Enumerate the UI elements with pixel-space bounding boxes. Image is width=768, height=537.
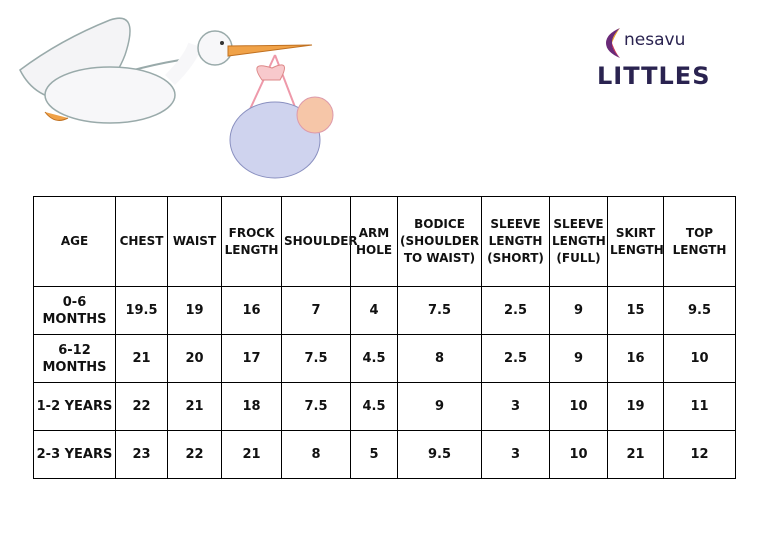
measure-cell: 7.5 xyxy=(281,334,351,383)
data-row: 1-2 YEARS 22 21 18 7.5 4.5 9 3 10 19 11 xyxy=(33,382,736,431)
measure-cell: 15 xyxy=(607,286,664,335)
size-chart-table: AGE CHEST WAIST FROCK LENGTH SHOULDER ARM HOL… xyxy=(33,196,736,479)
measure-cell: 16 xyxy=(221,286,282,335)
measure-cell: 4.5 xyxy=(350,334,398,383)
header-cell: AGE xyxy=(33,196,116,287)
measure-cell: 9 xyxy=(397,382,482,431)
header-cell: CHEST xyxy=(115,196,168,287)
header-cell: BODICE (SHOULDER TO WAIST) xyxy=(397,196,482,287)
measure-cell: 9.5 xyxy=(663,286,736,335)
header-cell: SLEEVE LENGTH (FULL) xyxy=(549,196,608,287)
measure-cell: 10 xyxy=(549,382,608,431)
header-row: AGE CHEST WAIST FROCK LENGTH SHOULDER ARM HOL… xyxy=(33,196,736,287)
measure-cell: 2.5 xyxy=(481,334,550,383)
measure-cell: 4 xyxy=(350,286,398,335)
measure-cell: 18 xyxy=(221,382,282,431)
measure-cell: 23 xyxy=(115,430,168,479)
measure-cell: 10 xyxy=(549,430,608,479)
measure-cell: 17 xyxy=(221,334,282,383)
measure-cell: 9 xyxy=(549,334,608,383)
measure-cell: 11 xyxy=(663,382,736,431)
age-cell: 1-2 YEARS xyxy=(33,382,116,431)
measure-cell: 21 xyxy=(115,334,168,383)
measure-cell: 12 xyxy=(663,430,736,479)
header-cell: SLEEVE LENGTH (SHORT) xyxy=(481,196,550,287)
measure-cell: 22 xyxy=(167,430,222,479)
measure-cell: 8 xyxy=(397,334,482,383)
age-cell: 0-6 MONTHS xyxy=(33,286,116,335)
measure-cell: 5 xyxy=(350,430,398,479)
header-cell: TOP LENGTH xyxy=(663,196,736,287)
brand-logo-mark xyxy=(606,28,620,58)
measure-cell: 8 xyxy=(281,430,351,479)
stork-illustration xyxy=(19,17,334,179)
measure-cell: 21 xyxy=(221,430,282,479)
age-cell: 6-12 MONTHS xyxy=(33,334,116,383)
product-name: LITTLES xyxy=(597,62,711,90)
data-row: 0-6 MONTHS 19.5 19 16 7 4 7.5 2.5 9 15 9.5 xyxy=(33,286,736,335)
measure-cell: 16 xyxy=(607,334,664,383)
brand-name: nesavu xyxy=(624,30,686,50)
measure-cell: 3 xyxy=(481,430,550,479)
header-cell: SHOULDER xyxy=(281,196,358,287)
measure-cell: 20 xyxy=(167,334,222,383)
measure-cell: 10 xyxy=(663,334,736,383)
measure-cell: 21 xyxy=(607,430,664,479)
header-cell: ARM HOLE xyxy=(350,196,398,287)
measure-cell: 2.5 xyxy=(481,286,550,335)
measure-cell: 21 xyxy=(167,382,222,431)
header-cell: FROCK LENGTH xyxy=(221,196,282,287)
measure-cell: 7.5 xyxy=(281,382,351,431)
data-row: 6-12 MONTHS 21 20 17 7.5 4.5 8 2.5 9 16 10 xyxy=(33,334,736,383)
header-cell: WAIST xyxy=(167,196,222,287)
measure-cell: 3 xyxy=(481,382,550,431)
measure-cell: 9.5 xyxy=(397,430,482,479)
measure-cell: 19.5 xyxy=(115,286,168,335)
header-cell: SKIRT LENGTH xyxy=(607,196,664,287)
measure-cell: 7.5 xyxy=(397,286,482,335)
measure-cell: 4.5 xyxy=(350,382,398,431)
measure-cell: 19 xyxy=(607,382,664,431)
data-row: 2-3 YEARS 23 22 21 8 5 9.5 3 10 21 12 xyxy=(33,430,736,479)
measure-cell: 9 xyxy=(549,286,608,335)
measure-cell: 7 xyxy=(281,286,351,335)
measure-cell: 19 xyxy=(167,286,222,335)
age-cell: 2-3 YEARS xyxy=(33,430,116,479)
measure-cell: 22 xyxy=(115,382,168,431)
